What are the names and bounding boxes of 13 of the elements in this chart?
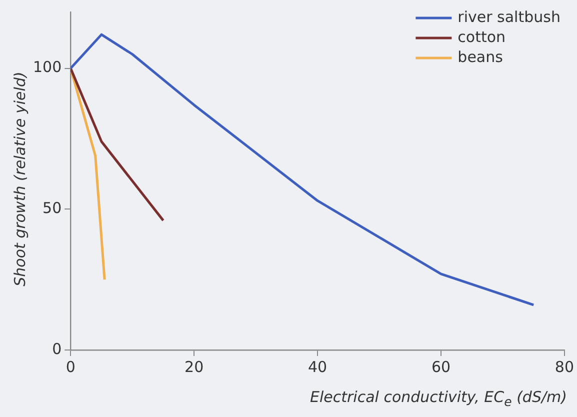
x-axis-title: Electrical conductivity, EC$_{e}$ (dS/m) (309, 388, 568, 409)
y-tick-label: 50 (42, 199, 62, 218)
x-tick-label: 20 (184, 358, 204, 376)
legend-label: beans (458, 48, 504, 66)
y-tick-label: 100 (32, 58, 62, 76)
x-tick-label: 80 (554, 358, 574, 376)
legend-label: cotton (458, 28, 506, 46)
x-tick-label: 60 (431, 358, 451, 376)
legend-label: river saltbush (458, 8, 560, 26)
y-axis-title: Shoot growth (relative yield) (11, 70, 29, 288)
x-tick-label: 0 (66, 358, 76, 376)
x-tick-label: 40 (308, 358, 328, 376)
y-tick-label: 0 (52, 340, 62, 358)
